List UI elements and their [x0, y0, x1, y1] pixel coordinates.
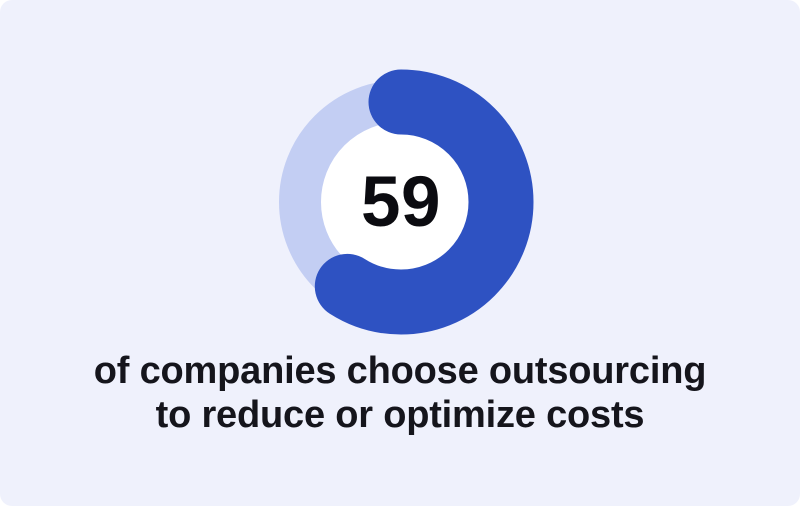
percent-value: 59: [361, 162, 441, 242]
caption: of companies choose outsourcing to reduc…: [0, 349, 800, 437]
caption-line-1: of companies choose outsourcing: [93, 350, 707, 392]
donut-hole: [320, 121, 482, 283]
caption-line-2: to reduce or optimize costs: [155, 394, 645, 436]
donut-progress-arc: [268, 69, 534, 335]
